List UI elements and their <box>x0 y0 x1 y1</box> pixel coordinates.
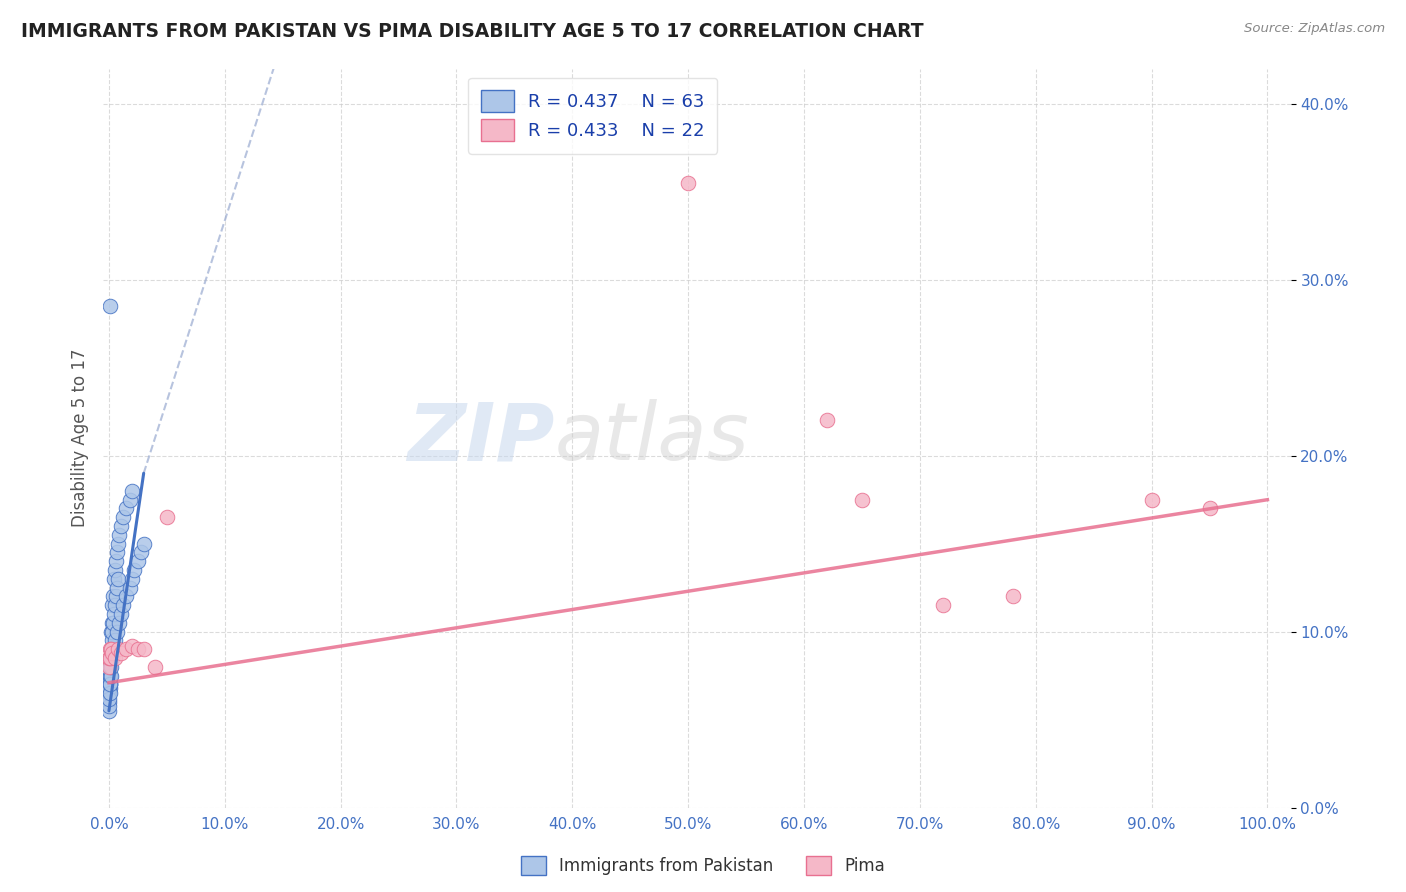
Point <box>105 624 128 639</box>
Point <box>127 554 149 568</box>
Point <box>98 681 121 695</box>
Point <box>98 660 121 674</box>
Point <box>98 668 121 682</box>
Point <box>132 537 155 551</box>
Point <box>98 642 121 657</box>
Point <box>101 646 124 660</box>
Text: IMMIGRANTS FROM PAKISTAN VS PIMA DISABILITY AGE 5 TO 17 CORRELATION CHART: IMMIGRANTS FROM PAKISTAN VS PIMA DISABIL… <box>21 22 924 41</box>
Point <box>103 642 125 657</box>
Point <box>118 492 141 507</box>
Point <box>110 646 132 660</box>
Point <box>100 660 122 674</box>
Point <box>851 492 873 507</box>
Point <box>98 677 121 691</box>
Point <box>104 590 127 604</box>
Point <box>115 590 138 604</box>
Point <box>98 691 121 706</box>
Point <box>98 660 121 674</box>
Point <box>98 299 121 313</box>
Point <box>98 673 121 688</box>
Legend: R = 0.437    N = 63, R = 0.433    N = 22: R = 0.437 N = 63, R = 0.433 N = 22 <box>468 78 717 154</box>
Point <box>101 615 124 630</box>
Point <box>104 554 127 568</box>
Point <box>101 624 124 639</box>
Point <box>100 624 122 639</box>
Point <box>103 607 125 621</box>
Point <box>104 563 127 577</box>
Point <box>98 686 121 700</box>
Point <box>104 651 127 665</box>
Point <box>1140 492 1163 507</box>
Point <box>121 483 143 498</box>
Point <box>98 704 121 718</box>
Point <box>98 686 121 700</box>
Point <box>107 642 129 657</box>
Point <box>121 639 143 653</box>
Point <box>98 686 121 700</box>
Point <box>115 642 138 657</box>
Point <box>98 677 121 691</box>
Point <box>111 510 134 524</box>
Text: ZIP: ZIP <box>406 399 554 477</box>
Point <box>115 501 138 516</box>
Point <box>98 695 121 709</box>
Point <box>107 572 129 586</box>
Point <box>100 642 122 657</box>
Point <box>105 581 128 595</box>
Text: atlas: atlas <box>554 399 749 477</box>
Point <box>118 581 141 595</box>
Point <box>103 572 125 586</box>
Point <box>105 545 128 559</box>
Point <box>132 642 155 657</box>
Point <box>131 545 153 559</box>
Legend: Immigrants from Pakistan, Pima: Immigrants from Pakistan, Pima <box>512 847 894 884</box>
Point <box>676 176 699 190</box>
Point <box>107 537 129 551</box>
Point <box>98 681 121 695</box>
Point <box>98 698 121 713</box>
Point <box>101 599 124 613</box>
Point <box>121 572 143 586</box>
Point <box>98 677 121 691</box>
Point <box>815 413 838 427</box>
Point <box>143 660 166 674</box>
Point <box>98 651 121 665</box>
Text: Source: ZipAtlas.com: Source: ZipAtlas.com <box>1244 22 1385 36</box>
Point <box>98 660 121 674</box>
Point <box>100 651 122 665</box>
Point <box>101 590 124 604</box>
Point <box>127 642 149 657</box>
Point <box>108 528 131 542</box>
Point <box>124 563 146 577</box>
Point <box>110 607 132 621</box>
Point <box>98 651 121 665</box>
Point <box>104 633 127 648</box>
Point <box>98 677 121 691</box>
Point <box>156 510 179 524</box>
Point <box>101 651 124 665</box>
Point <box>100 642 122 657</box>
Point <box>98 668 121 682</box>
Y-axis label: Disability Age 5 to 17: Disability Age 5 to 17 <box>72 349 89 527</box>
Point <box>100 642 122 657</box>
Point <box>101 633 124 648</box>
Point <box>1001 590 1024 604</box>
Point <box>932 599 955 613</box>
Point <box>98 668 121 682</box>
Point <box>111 599 134 613</box>
Point <box>100 668 122 682</box>
Point <box>101 615 124 630</box>
Point <box>104 599 127 613</box>
Point <box>108 615 131 630</box>
Point <box>110 519 132 533</box>
Point <box>98 651 121 665</box>
Point <box>1198 501 1220 516</box>
